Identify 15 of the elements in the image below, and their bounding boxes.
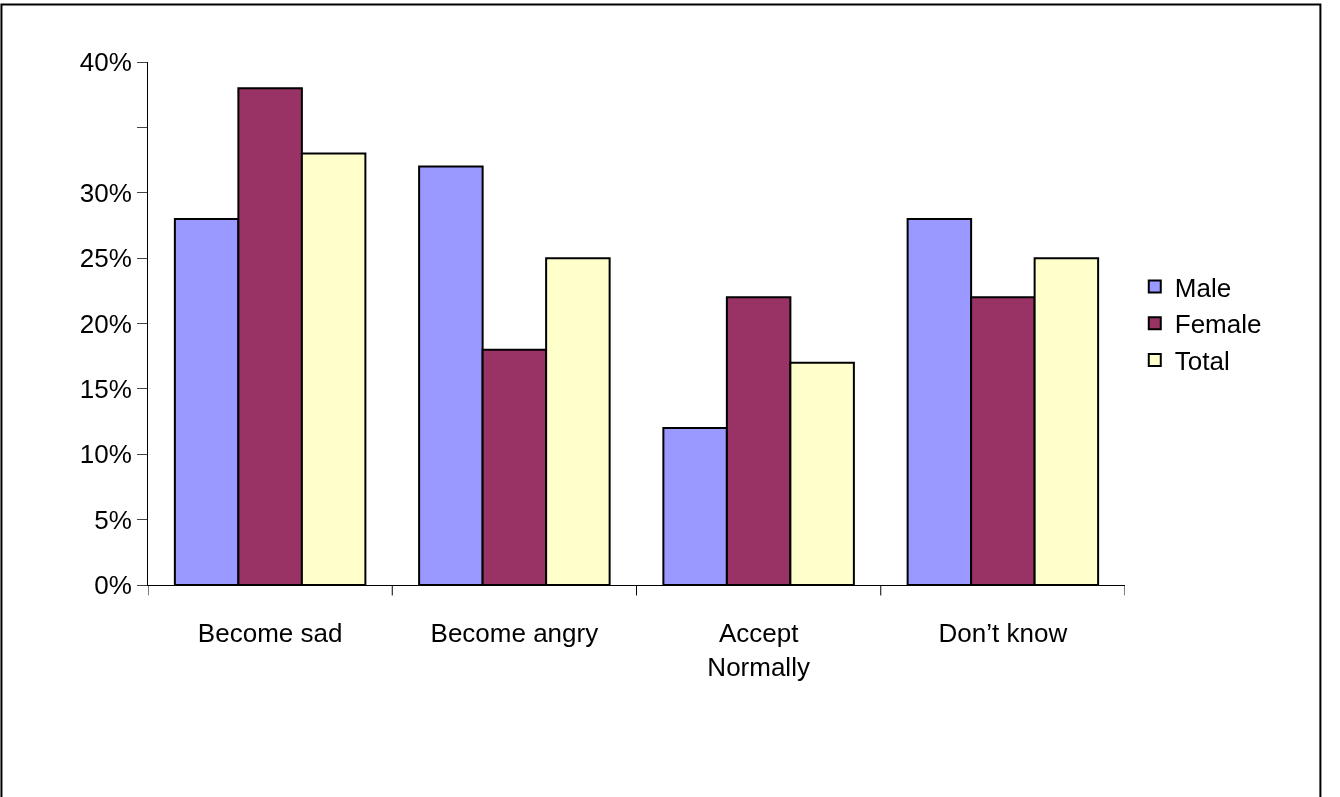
legend-label: Female <box>1174 309 1262 340</box>
legend-label: Total <box>1174 346 1230 377</box>
y-tick-label: 15% <box>79 373 132 404</box>
y-tick-label: 5% <box>94 504 132 535</box>
y-tick-label: 20% <box>79 308 132 339</box>
x-tick-label: Become sad <box>197 618 343 649</box>
y-tick-label: 10% <box>79 439 132 470</box>
y-tick-label: 40% <box>79 47 132 78</box>
y-tick-label: 30% <box>79 177 132 208</box>
legend-label: Male <box>1174 272 1232 303</box>
x-tick-label: Accept Normally <box>707 618 810 682</box>
y-tick-label: 0% <box>94 570 132 601</box>
x-tick-label: Become angry <box>430 618 599 649</box>
y-tick-label: 25% <box>79 243 132 274</box>
x-tick-label: Don’t know <box>938 618 1068 649</box>
